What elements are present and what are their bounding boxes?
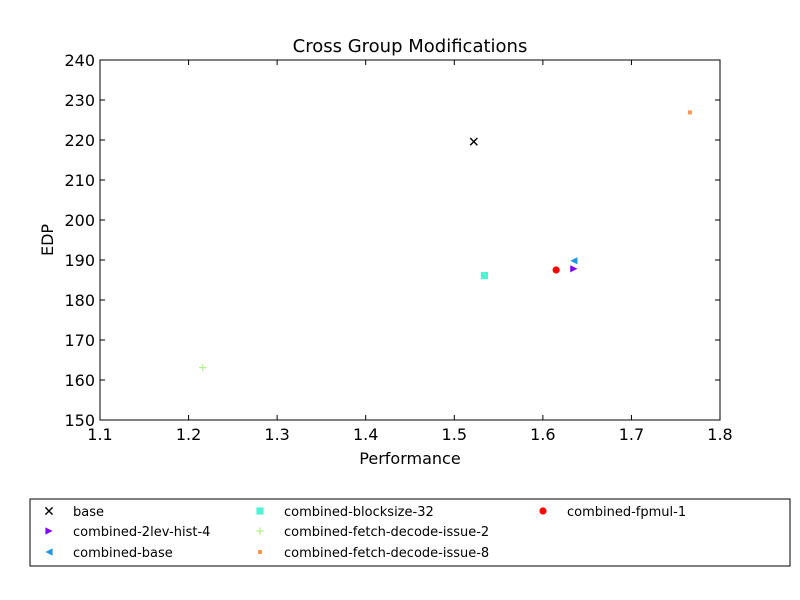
legend-label: combined-fetch-decode-issue-2 [284,525,489,540]
y-tick-label: 150 [64,411,95,430]
legend-label: combined-fetch-decode-issue-8 [284,546,489,561]
x-axis-label: Performance [359,449,460,468]
x-tick-label: 1.8 [707,425,732,444]
data-point-1 [570,265,578,273]
data-point-5 [687,110,692,115]
legend-marker-4 [256,527,264,535]
legend-marker-5 [258,550,262,554]
data-point-0 [469,137,478,146]
legend-marker-3 [256,507,264,515]
data-point-3 [480,272,488,280]
data-point-2 [570,257,578,265]
x-tick-label: 1.4 [353,425,378,444]
legend-items: base combined-2lev-hist-4 combined-base com… [44,505,686,561]
y-tick-label: 190 [64,251,95,270]
x-tick-label: 1.7 [619,425,644,444]
plot-frame [99,59,721,421]
legend-marker-0 [44,506,54,516]
y-tick-label: 160 [64,371,95,390]
x-axis: 1.1 1.2 1.3 1.4 1.5 1.6 1.7 1.8 [87,60,733,444]
legend-label: combined-base [73,546,173,561]
legend-marker-6 [539,507,547,515]
legend-marker-1 [45,527,53,535]
legend-frame [29,498,791,567]
chart-title: Cross Group Modifications [293,36,528,57]
y-tick-label: 210 [64,171,95,190]
legend-label: base [73,505,104,520]
x-tick-label: 1.6 [530,425,555,444]
legend: base combined-2lev-hist-4 combined-base com… [29,498,791,567]
legend-marker-2 [45,548,53,556]
y-axis: 150 160 170 180 190 200 210 220 230 240 [64,51,720,430]
x-tick-label: 1.5 [442,425,467,444]
legend-label: combined-2lev-hist-4 [73,525,210,540]
y-tick-label: 220 [64,131,95,150]
y-tick-label: 240 [64,51,95,70]
y-tick-label: 180 [64,291,95,310]
data-points [199,110,692,372]
plot-area [99,59,721,421]
legend-label: combined-blocksize-32 [284,505,434,520]
data-point-6 [552,266,560,274]
x-tick-label: 1.1 [87,425,112,444]
x-tick-label: 1.3 [264,425,289,444]
y-axis-label: EDP [38,224,57,256]
y-tick-label: 170 [64,331,95,350]
legend-label: combined-fpmul-1 [567,505,686,520]
y-tick-label: 200 [64,211,95,230]
x-tick-label: 1.2 [176,425,201,444]
data-point-4 [199,364,207,372]
y-tick-label: 230 [64,91,95,110]
